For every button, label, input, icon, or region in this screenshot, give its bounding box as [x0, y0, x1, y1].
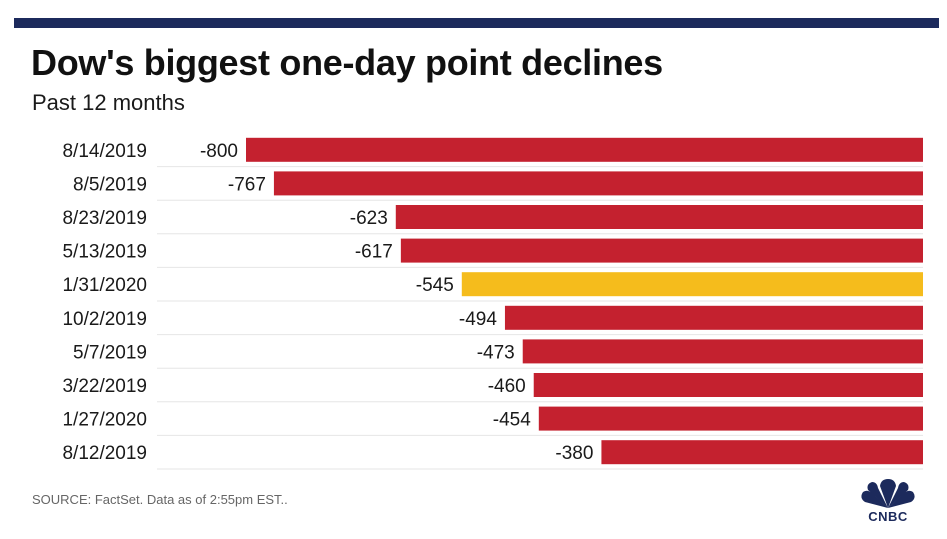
- peacock-icon: [861, 479, 915, 508]
- bar: [400, 238, 923, 263]
- bar: [273, 171, 923, 196]
- category-label: 5/7/2019: [73, 342, 147, 363]
- value-label: -473: [477, 342, 515, 363]
- category-label: 8/23/2019: [62, 208, 147, 229]
- bar: [246, 137, 923, 162]
- bar: [522, 339, 923, 364]
- category-label: 8/12/2019: [62, 443, 147, 464]
- bar: [504, 305, 923, 330]
- category-label: 10/2/2019: [62, 309, 147, 330]
- value-label: -460: [488, 376, 526, 397]
- cnbc-logo: CNBC: [851, 476, 925, 524]
- chart-title: Dow's biggest one-day point declines: [31, 42, 663, 83]
- category-label: 1/27/2020: [62, 410, 147, 431]
- category-label: 5/13/2019: [62, 242, 147, 263]
- chart-subtitle: Past 12 months: [32, 90, 185, 115]
- value-label: -454: [493, 410, 531, 431]
- category-label: 1/31/2020: [62, 275, 147, 296]
- highlighted-bar: [461, 272, 923, 297]
- value-label: -767: [228, 174, 266, 195]
- value-label: -380: [555, 443, 593, 464]
- category-label: 8/5/2019: [73, 174, 147, 195]
- value-label: -800: [200, 141, 238, 162]
- value-label: -545: [416, 275, 454, 296]
- source-note: SOURCE: FactSet. Data as of 2:55pm EST..: [32, 492, 288, 507]
- value-label: -623: [350, 208, 388, 229]
- cnbc-logo-text: CNBC: [868, 509, 908, 524]
- value-label: -617: [355, 242, 393, 263]
- bar: [533, 373, 923, 397]
- category-label: 3/22/2019: [62, 376, 147, 397]
- bar: [395, 205, 923, 229]
- header-accent-bar: [14, 18, 939, 28]
- bar: [601, 440, 923, 465]
- bar: [538, 406, 923, 431]
- category-label: 8/14/2019: [62, 141, 147, 162]
- value-label: -494: [459, 309, 497, 330]
- bar-chart: 8/14/2019 -800 8/5/2019 -767 8/23/2019 -623 5/…: [62, 137, 923, 470]
